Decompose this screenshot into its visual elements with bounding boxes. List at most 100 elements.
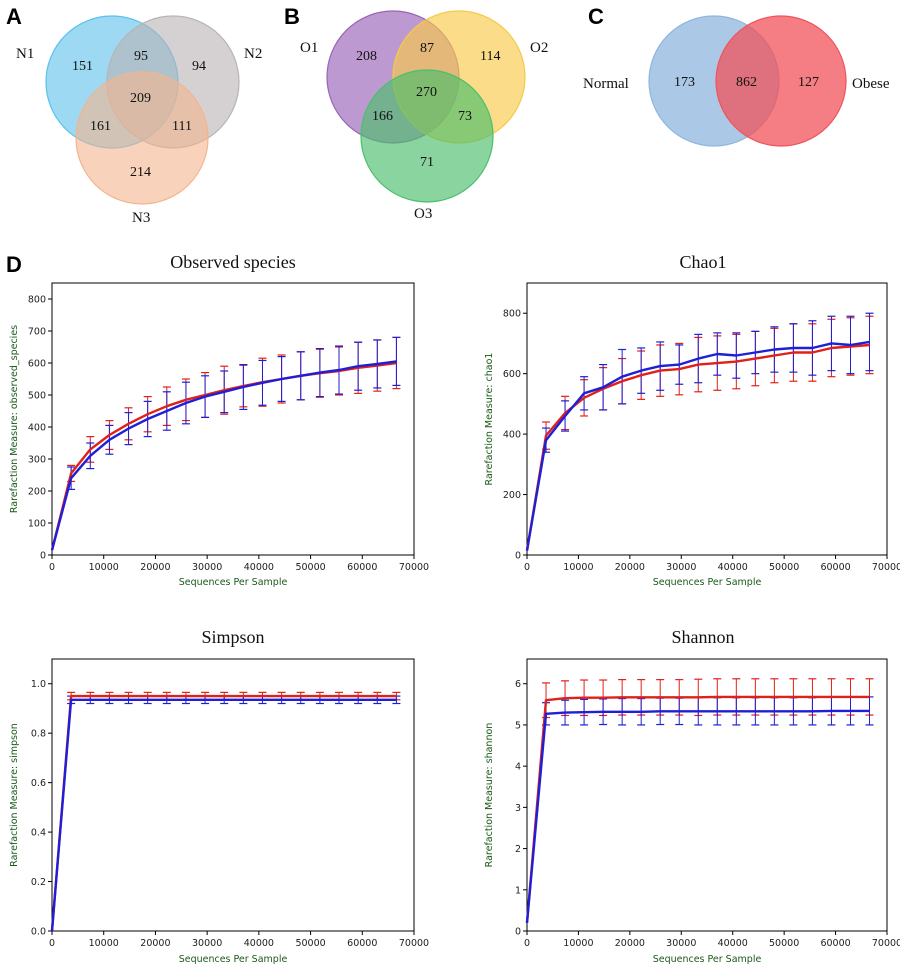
venn-c-label-obese: Obese <box>852 76 890 92</box>
y-tick-label: 400 <box>28 423 46 434</box>
venn-a-count-n2-only: 94 <box>192 59 206 74</box>
x-tick-label: 50000 <box>769 562 799 573</box>
venn-a-count-n1-n2: 95 <box>134 49 148 64</box>
y-tick-label: 200 <box>28 487 46 498</box>
series-line-red <box>525 695 870 923</box>
venn-b-label-o1: O1 <box>300 40 318 56</box>
y-tick-label: 0.2 <box>31 877 46 888</box>
x-axis-label: Sequences Per Sample <box>653 577 762 588</box>
venn-c-count-normal-only: 173 <box>674 75 695 90</box>
y-tick-label: 400 <box>503 430 521 441</box>
x-tick-label: 20000 <box>140 562 170 573</box>
series-line-red <box>50 694 397 932</box>
plot-frame <box>526 658 888 932</box>
x-tick-label: 70000 <box>872 938 900 949</box>
x-tick-label: 60000 <box>347 562 377 573</box>
x-tick-label: 50000 <box>295 938 325 949</box>
chart-title: Observed species <box>170 252 295 272</box>
x-tick-label: 70000 <box>399 562 429 573</box>
series-line-blue <box>50 698 397 932</box>
venn-b-count-all: 270 <box>416 85 437 100</box>
x-tick-label: 10000 <box>89 938 119 949</box>
venn-diagram-c: Normal Obese 173 862 127 <box>583 15 890 147</box>
x-tick-label: 0 <box>49 562 55 573</box>
plot-frame <box>51 282 415 556</box>
tick-layer: 0.0 0.2 0.4 0.6 0.8 1.0 0 10000 20000 30000 40000 5… <box>31 679 429 949</box>
tick-layer: 0 200 400 600 800 0 10000 20000 30000 40000 50000 6… <box>503 309 900 573</box>
venn-a-count-n1-only: 151 <box>72 59 93 74</box>
venn-a-label-n2: N2 <box>244 46 262 62</box>
y-tick-label: 0.6 <box>31 778 46 789</box>
x-tick-label: 60000 <box>347 938 377 949</box>
venn-a-count-n3-only: 214 <box>130 165 151 180</box>
venn-b-count-o3-only: 71 <box>420 155 434 170</box>
y-tick-label: 800 <box>28 295 46 306</box>
x-tick-label: 50000 <box>769 938 799 949</box>
x-axis-label: Sequences Per Sample <box>179 954 288 965</box>
venn-a-count-n1-n3: 161 <box>90 119 111 134</box>
y-tick-label: 0.0 <box>31 927 46 938</box>
chart-observed-species: Observed species Sequences Per Sample Ra… <box>9 252 429 588</box>
chart-shannon: Shannon Sequences Per Sample Rarefaction… <box>484 627 900 965</box>
y-tick-label: 200 <box>503 490 521 501</box>
venn-a-circle-n3 <box>75 71 209 205</box>
y-axis-label: Rarefaction Measure: chao1 <box>484 353 495 486</box>
venn-c-circle-obese <box>715 15 847 147</box>
panel-letter-c: C <box>588 4 604 29</box>
y-tick-label: 0 <box>40 551 46 562</box>
venn-a-count-n2-n3: 111 <box>172 119 192 134</box>
x-tick-label: 40000 <box>718 562 748 573</box>
series-line-red <box>525 343 870 551</box>
x-tick-label: 50000 <box>295 562 325 573</box>
venn-c-count-both: 862 <box>736 75 757 90</box>
y-axis-label: Rarefaction Measure: observed_species <box>9 325 20 513</box>
x-tick-label: 10000 <box>89 562 119 573</box>
y-tick-label: 100 <box>28 519 46 530</box>
x-tick-label: 20000 <box>615 562 645 573</box>
mark-layer <box>525 312 874 551</box>
venn-a-label-n1: N1 <box>16 46 34 62</box>
venn-a-label-n3: N3 <box>132 210 150 226</box>
series-line-blue <box>525 709 870 923</box>
y-tick-label: 700 <box>28 327 46 338</box>
x-tick-label: 0 <box>524 938 530 949</box>
venn-c-count-obese-only: 127 <box>798 75 819 90</box>
mark-layer <box>525 678 874 923</box>
chart-title: Simpson <box>201 627 264 647</box>
y-tick-label: 0 <box>515 927 521 938</box>
plot-frame <box>51 658 415 932</box>
y-tick-label: 800 <box>503 309 521 320</box>
x-axis-label: Sequences Per Sample <box>653 954 762 965</box>
venn-b-label-o3: O3 <box>414 206 432 222</box>
x-tick-label: 20000 <box>140 938 170 949</box>
venn-b-count-o2-o3: 73 <box>458 109 472 124</box>
y-tick-label: 2 <box>515 844 521 855</box>
x-axis-label: Sequences Per Sample <box>179 577 288 588</box>
y-tick-label: 6 <box>515 679 521 690</box>
x-tick-label: 0 <box>524 562 530 573</box>
panel-letter-a: A <box>6 4 22 29</box>
venn-b-circle-o3 <box>360 69 494 203</box>
y-axis-label: Rarefaction Measure: simpson <box>9 723 20 867</box>
x-tick-label: 40000 <box>244 938 274 949</box>
y-axis-label: Rarefaction Measure: shannon <box>484 723 495 868</box>
tick-layer: 0 100 200 300 400 500 600 700 800 0 10000 20000 3000… <box>28 295 429 574</box>
x-tick-label: 10000 <box>563 562 593 573</box>
panel-letter-b: B <box>284 4 300 29</box>
y-tick-label: 0.8 <box>31 729 46 740</box>
x-tick-label: 70000 <box>399 938 429 949</box>
mark-layer <box>50 691 401 932</box>
y-tick-label: 1 <box>515 885 521 896</box>
plot-frame <box>526 282 888 556</box>
venn-a-count-all: 209 <box>130 91 151 106</box>
y-tick-label: 300 <box>28 455 46 466</box>
venn-diagram-b: O1 O2 O3 208 87 114 270 166 73 71 <box>300 10 548 222</box>
tick-layer: 0 1 2 3 4 5 6 0 10000 20000 30000 40000 50000 60000 70… <box>515 679 900 949</box>
y-tick-label: 600 <box>28 359 46 370</box>
x-tick-label: 0 <box>49 938 55 949</box>
series-line-blue <box>50 360 397 551</box>
y-tick-label: 3 <box>515 803 521 814</box>
venn-b-count-o2-only: 114 <box>480 49 500 64</box>
mark-layer <box>50 336 401 551</box>
